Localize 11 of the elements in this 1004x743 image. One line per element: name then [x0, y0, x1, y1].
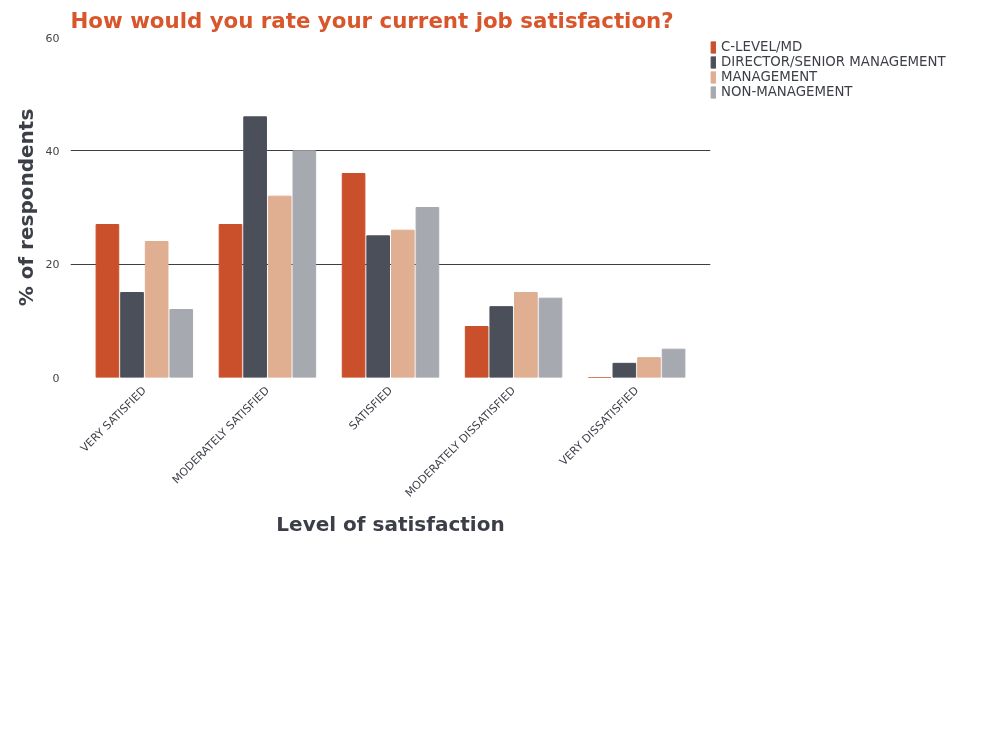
- y-tick-label: 60: [45, 31, 60, 45]
- legend-label: DIRECTOR/SENIOR MANAGEMENT: [721, 54, 946, 69]
- chart-title: How would you rate your current job satisfaction?: [70, 7, 674, 33]
- legend-label: MANAGEMENT: [721, 69, 818, 84]
- y-tick-label: 40: [45, 144, 60, 158]
- legend-label: NON-MANAGEMENT: [721, 84, 853, 99]
- y-tick-label: 0: [52, 371, 60, 385]
- x-axis-title: Level of satisfaction: [276, 512, 505, 537]
- y-tick-label: 20: [45, 258, 60, 272]
- y-axis-title: % of respondents: [13, 108, 38, 307]
- legend-label: C-LEVEL/MD: [721, 39, 803, 54]
